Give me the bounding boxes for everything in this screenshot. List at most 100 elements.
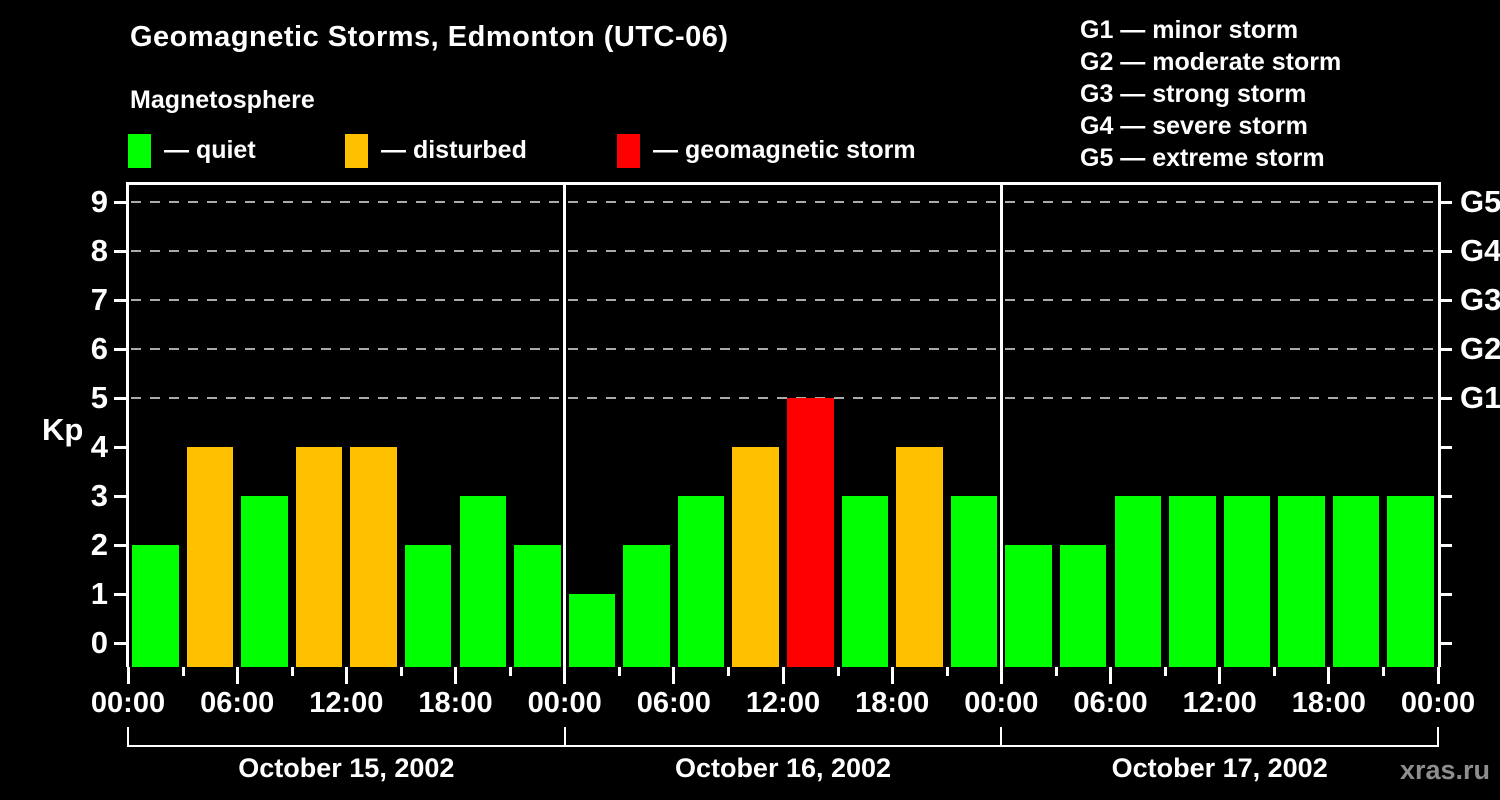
kp-bar — [677, 496, 725, 667]
kp-bar — [350, 447, 397, 667]
disturbed-swatch-icon — [345, 133, 368, 168]
right-label-g2: G2 — [1460, 331, 1500, 366]
kp-bar — [896, 447, 943, 667]
gridline-kp9 — [131, 201, 1436, 203]
x-time-label: 12:00 — [309, 687, 384, 719]
x-major-tick — [563, 667, 567, 684]
y-tick-right — [1438, 445, 1452, 449]
y-label-0: 0 — [90, 625, 108, 660]
x-time-label: 06:00 — [636, 687, 711, 719]
kp-bar — [132, 545, 179, 667]
date-label: October 15, 2002 — [238, 753, 455, 783]
right-label-g5: G5 — [1460, 184, 1500, 219]
y-tick-left — [114, 347, 128, 351]
x-time-label: 00:00 — [90, 687, 166, 719]
gridline-kp7 — [131, 299, 1436, 301]
kp-bar — [1387, 496, 1434, 667]
legend-item-label: — quiet — [164, 136, 256, 164]
date-label: October 16, 2002 — [674, 753, 892, 783]
x-minor-tick — [1382, 667, 1386, 676]
y-tick-right — [1438, 592, 1452, 596]
storm-swatch-icon — [617, 133, 640, 168]
x-major-tick — [1218, 667, 1222, 684]
kp-bar — [950, 496, 998, 667]
chart-title: Geomagnetic Storms, Edmonton (UTC-06) — [130, 21, 729, 53]
x-major-tick — [781, 667, 785, 684]
plot-border-top — [126, 182, 1441, 185]
x-major-tick — [126, 667, 130, 684]
y-label-7: 7 — [90, 282, 108, 317]
x-time-label: 06:00 — [1073, 687, 1148, 719]
x-minor-tick — [1273, 667, 1277, 676]
kp-bar — [186, 447, 234, 667]
kp-bar — [459, 496, 507, 667]
legend-item-label: — disturbed — [381, 136, 527, 164]
x-time-label: 12:00 — [1182, 687, 1257, 719]
gridline-kp5 — [131, 397, 1436, 399]
x-time-label: 00:00 — [964, 687, 1039, 719]
y-label-4: 4 — [90, 429, 108, 464]
plot-border-right — [1438, 182, 1441, 667]
kp-bar — [295, 447, 343, 667]
bracket-end — [563, 727, 566, 747]
kp-bar — [514, 545, 561, 667]
y-tick-left — [114, 592, 128, 596]
y-label-6: 6 — [90, 331, 108, 366]
y-axis-title: Kp — [42, 412, 84, 447]
y-tick-right — [1438, 494, 1452, 498]
x-major-tick — [344, 667, 348, 684]
kp-bar — [1278, 496, 1325, 667]
x-major-tick — [1436, 667, 1440, 684]
kp-bar — [1169, 496, 1216, 667]
x-time-label: 00:00 — [527, 687, 602, 719]
x-minor-tick — [399, 667, 403, 676]
x-major-tick — [890, 667, 894, 684]
y-tick-left — [114, 445, 128, 449]
legend-item-disturbed: — disturbed — [345, 133, 527, 168]
y-tick-left — [114, 249, 128, 253]
date-label: October 17, 2002 — [1111, 753, 1328, 783]
x-major-tick — [235, 667, 239, 684]
x-minor-tick — [290, 667, 294, 676]
y-label-8: 8 — [90, 233, 108, 268]
kp-bar — [623, 545, 670, 667]
legend-item-storm: — geomagnetic storm — [617, 133, 916, 168]
bracket-end — [127, 727, 129, 747]
right-label-g3: G3 — [1460, 282, 1500, 317]
y-tick-right — [1438, 249, 1452, 253]
x-time-label: 18:00 — [418, 687, 493, 719]
g-scale-legend: G1 — minor storm G2 — moderate storm G3 — … — [1080, 14, 1341, 174]
x-minor-tick — [1054, 667, 1058, 676]
chart-subtitle: Magnetosphere — [130, 86, 315, 114]
y-tick-left — [114, 200, 128, 204]
right-label-g1: G1 — [1460, 380, 1500, 415]
gridline-kp6 — [131, 348, 1436, 350]
y-tick-left — [114, 543, 128, 547]
day-separator — [999, 184, 1003, 667]
g-legend-row: G2 — moderate storm — [1080, 48, 1342, 76]
x-minor-tick — [1164, 667, 1168, 676]
day-separator — [563, 184, 567, 667]
bracket-end — [1437, 727, 1439, 747]
x-minor-tick — [727, 667, 731, 676]
gridline-kp8 — [131, 250, 1436, 252]
x-major-tick — [1109, 667, 1112, 684]
kp-bar — [732, 447, 779, 667]
kp-bar — [404, 545, 452, 667]
quiet-swatch-icon — [128, 133, 151, 168]
x-major-tick — [1327, 667, 1331, 684]
legend-item-quiet: — quiet — [128, 133, 256, 168]
plot-border-left — [126, 182, 129, 667]
x-time-label: 18:00 — [855, 687, 930, 719]
kp-bar — [1223, 496, 1271, 667]
y-tick-right — [1438, 298, 1452, 302]
right-label-g4: G4 — [1460, 233, 1500, 268]
y-tick-left — [114, 494, 128, 498]
x-minor-tick — [618, 667, 622, 676]
y-tick-right — [1438, 200, 1452, 204]
y-label-9: 9 — [90, 184, 108, 219]
y-tick-right — [1438, 396, 1452, 400]
y-label-1: 1 — [90, 576, 108, 611]
y-label-3: 3 — [90, 478, 108, 513]
